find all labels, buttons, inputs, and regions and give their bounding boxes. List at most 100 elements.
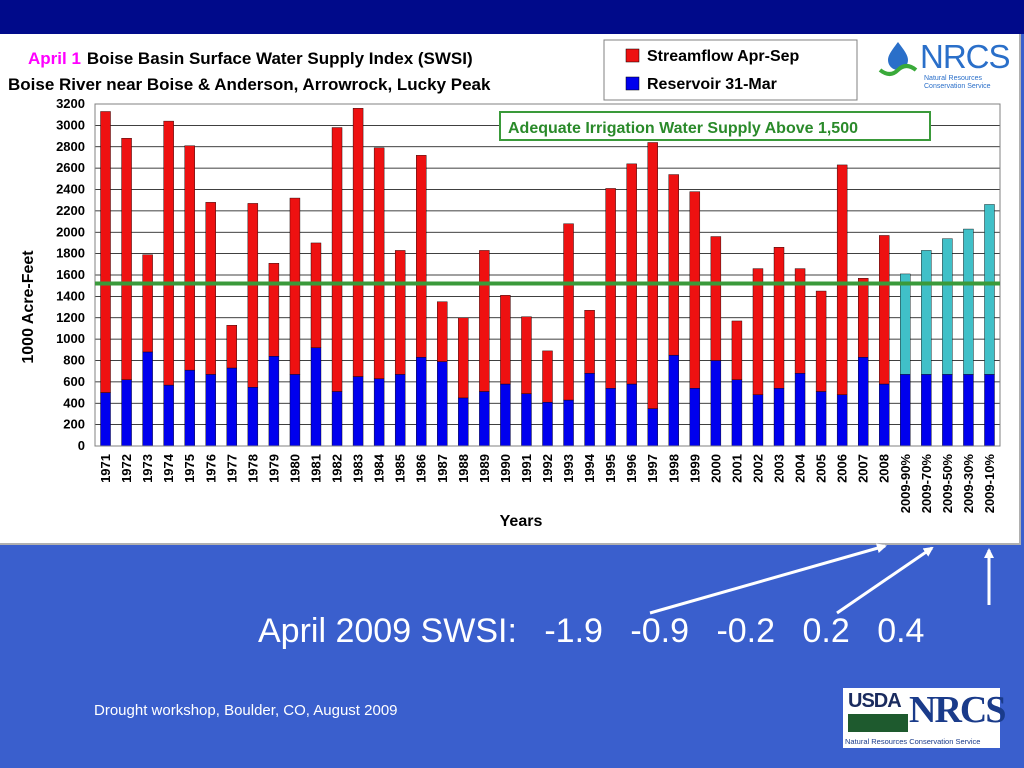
chart-subtitle: Boise River near Boise & Anderson, Arrow…	[8, 75, 491, 94]
bar-reservoir-1992	[542, 401, 553, 447]
x-tick-label: 1982	[330, 454, 345, 483]
bar-reservoir-1974	[163, 384, 174, 447]
bar-streamflow-1978	[247, 203, 259, 388]
bar-streamflow-2009-70%	[921, 250, 932, 375]
x-tick-label: 2007	[856, 454, 871, 483]
bar-streamflow-1987	[437, 301, 448, 362]
bar-streamflow-1992	[542, 350, 553, 403]
x-tick-label: 1976	[203, 454, 218, 483]
bar-streamflow-1982	[331, 127, 343, 392]
bar-reservoir-1991	[521, 393, 532, 447]
nrcs-logo-text: NRCS	[920, 38, 1011, 75]
bar-reservoir-1987	[437, 361, 448, 447]
bar-streamflow-2007	[857, 278, 869, 358]
x-tick-label: 1984	[372, 453, 387, 483]
reference-label-box	[499, 111, 931, 141]
bar-streamflow-1971	[100, 111, 111, 393]
x-tick-label: 1986	[414, 454, 429, 483]
x-tick-label: 2009-70%	[919, 454, 934, 514]
x-tick-label: 1973	[140, 454, 155, 483]
bar-streamflow-1984	[373, 147, 385, 379]
bar-reservoir-2003	[773, 388, 785, 447]
bar-reservoir-2002	[752, 394, 764, 447]
x-tick-label: 2000	[708, 454, 723, 483]
y-tick-label: 1600	[56, 267, 85, 282]
x-tick-label: 1989	[477, 454, 492, 483]
x-tick-label: 1993	[561, 454, 576, 483]
bar-streamflow-1985	[394, 250, 406, 375]
arrow-70pct	[836, 546, 934, 615]
y-tick-label: 1000	[56, 331, 85, 346]
usda-nrcs-logo: USDA NRCS Natural Resources Conservation…	[843, 688, 1006, 748]
x-axis-title: Years	[500, 513, 543, 530]
x-tick-label: 1974	[161, 453, 176, 483]
x-tick-label: 1972	[119, 454, 134, 483]
bar-reservoir-1971	[100, 392, 111, 447]
x-tick-label: 1979	[266, 454, 281, 483]
bar-reservoir-1990	[500, 383, 511, 447]
legend-swatch-streamflow	[625, 48, 640, 63]
bars	[100, 108, 995, 447]
bar-streamflow-1973	[142, 254, 153, 353]
chart-title-main: Boise Basin Surface Water Supply Index (…	[87, 49, 473, 68]
bar-streamflow-1986	[416, 155, 427, 358]
bar-reservoir-1994	[584, 373, 595, 447]
x-tick-label: 2006	[835, 454, 850, 483]
nrcs-logo-bottom-text: NRCS	[909, 689, 1006, 731]
bar-streamflow-1999	[689, 191, 701, 389]
y-tick-label: 2200	[56, 203, 85, 218]
bar-reservoir-2001	[731, 379, 743, 447]
nrcs-logo-bottom-subtitle: Natural Resources Conservation Service	[845, 737, 981, 746]
y-tick-label: 1200	[56, 310, 85, 325]
y-tick-label: 2400	[56, 182, 85, 197]
x-tick-label: 1977	[224, 454, 239, 483]
bar-streamflow-1975	[184, 145, 195, 371]
y-tick-label: 1400	[56, 288, 85, 303]
bar-reservoir-1998	[668, 354, 679, 447]
bar-streamflow-1993	[563, 223, 574, 401]
top-band	[0, 0, 1024, 34]
bar-reservoir-1984	[373, 378, 385, 447]
bar-streamflow-1988	[458, 317, 469, 399]
x-tick-label: 2004	[793, 453, 808, 483]
usda-logo-text: USDA	[848, 690, 902, 712]
x-tick-label: 1975	[182, 454, 197, 483]
bar-reservoir-1980	[289, 374, 301, 447]
x-tick-label: 1999	[687, 454, 702, 483]
y-tick-label: 600	[63, 374, 85, 389]
bar-streamflow-2009-10%	[984, 204, 995, 375]
bar-reservoir-2007	[857, 357, 869, 447]
bar-streamflow-1998	[668, 174, 679, 356]
usda-logo: USDA	[846, 690, 908, 734]
bar-reservoir-1978	[247, 387, 259, 447]
x-tick-label: 2008	[877, 454, 892, 483]
legend-label-reservoir: Reservoir 31-Mar	[647, 76, 777, 93]
y-tick-label: 0	[78, 438, 85, 453]
bar-reservoir-1999	[689, 388, 701, 447]
bar-streamflow-1995	[605, 188, 616, 389]
reference-label: Adequate Irrigation Water Supply Above 1…	[508, 120, 858, 137]
x-tick-label: 1981	[308, 454, 323, 483]
bar-streamflow-1991	[521, 316, 532, 394]
chart-panel: April 1 Boise Basin Surface Water Supply …	[0, 34, 1021, 545]
bar-reservoir-2006	[836, 394, 848, 447]
bar-streamflow-2001	[731, 320, 743, 380]
y-tick-label: 1800	[56, 246, 85, 261]
bar-streamflow-1997	[647, 142, 658, 409]
water-drop-icon	[878, 42, 918, 76]
swsi-value-50: -0.2	[716, 612, 776, 650]
bar-reservoir-2008	[879, 383, 890, 447]
bar-reservoir-2000	[710, 360, 722, 447]
y-axis-title: 1000 Acre-Feet	[20, 250, 37, 364]
bar-streamflow-1996	[626, 163, 637, 385]
arrow-90pct	[649, 543, 887, 615]
nrcs-logo-subtitle-line-1: Natural Resources	[924, 75, 982, 82]
bar-streamflow-2005	[815, 290, 827, 392]
legend: Streamflow Apr-Sep Reservoir 31-Mar	[603, 39, 858, 101]
x-tick-label: 2009-50%	[940, 454, 955, 514]
x-tick-label: 2009-30%	[961, 454, 976, 514]
x-tick-label: 1998	[666, 454, 681, 483]
bar-reservoir-1983	[352, 376, 364, 447]
y-tick-label: 3000	[56, 117, 85, 132]
x-tick-label: 2005	[814, 454, 829, 483]
